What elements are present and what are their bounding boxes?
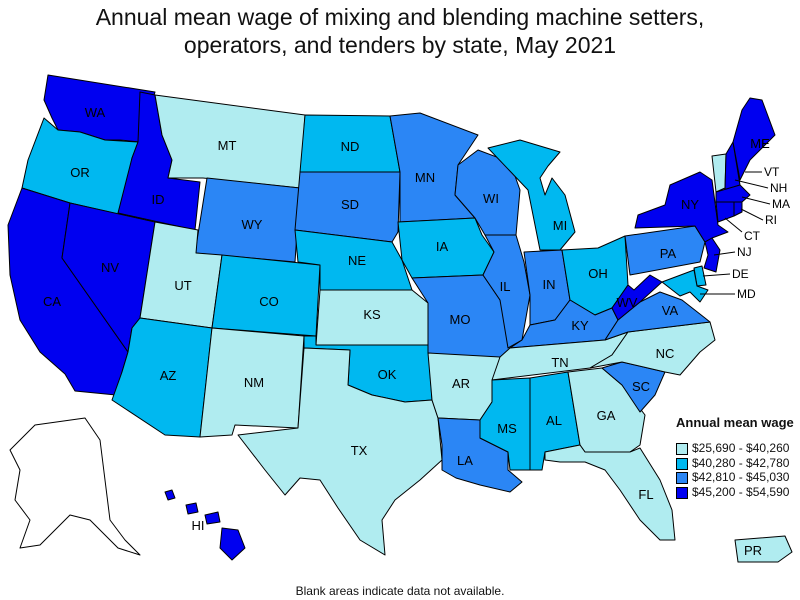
- label-CO: CO: [259, 294, 279, 309]
- label-TN: TN: [551, 355, 568, 370]
- legend-label: $45,200 - $54,590: [692, 485, 790, 499]
- state-VT[interactable]: [711, 153, 727, 193]
- label-IA: IA: [436, 239, 449, 254]
- state-SD[interactable]: [294, 171, 401, 243]
- map-title-line-1: Annual mean wage of mixing and blending …: [95, 4, 705, 30]
- label-AL: AL: [546, 413, 562, 428]
- label-OH: OH: [588, 266, 608, 281]
- label-NH: NH: [770, 181, 787, 195]
- label-WY: WY: [242, 217, 263, 232]
- label-LA: LA: [457, 453, 473, 468]
- label-HI: HI: [192, 518, 205, 533]
- label-leader-lines: [700, 171, 771, 295]
- state-AK[interactable]: [9, 417, 141, 556]
- label-WA: WA: [85, 105, 106, 120]
- state-NY[interactable]: [634, 171, 729, 243]
- map-title-line-2: operators, and tenders by state, May 202…: [183, 32, 617, 58]
- label-MN: MN: [415, 170, 435, 185]
- label-WI: WI: [483, 191, 499, 206]
- legend-item: $25,690 - $40,260: [676, 441, 789, 455]
- state-HI[interactable]: [164, 489, 246, 561]
- state-PA[interactable]: [624, 225, 706, 276]
- state-MD[interactable]: [661, 269, 709, 303]
- label-KY: KY: [571, 318, 589, 333]
- label-MD: MD: [737, 287, 756, 301]
- label-NY: NY: [681, 197, 699, 212]
- label-NC: NC: [656, 346, 675, 361]
- label-OR: OR: [70, 165, 90, 180]
- label-RI: RI: [765, 213, 777, 227]
- label-AR: AR: [452, 376, 470, 391]
- label-KS: KS: [363, 307, 381, 322]
- label-IN: IN: [543, 277, 556, 292]
- label-NE: NE: [348, 253, 366, 268]
- legend-swatch-bin-1: [676, 442, 688, 455]
- label-FL: FL: [638, 487, 653, 502]
- legend-swatch-bin-2: [676, 457, 688, 470]
- label-SC: SC: [632, 379, 650, 394]
- label-VA: VA: [662, 303, 679, 318]
- label-AZ: AZ: [160, 368, 177, 383]
- legend-title: Annual mean wage: [676, 415, 794, 430]
- label-OK: OK: [378, 367, 397, 382]
- state-PR[interactable]: [734, 535, 793, 563]
- legend-label: $40,280 - $42,780: [692, 456, 790, 470]
- state-FL[interactable]: [544, 444, 676, 541]
- label-MI: MI: [553, 218, 567, 233]
- legend-label: $25,690 - $40,260: [692, 441, 790, 455]
- state-MI[interactable]: [487, 139, 576, 251]
- label-MA: MA: [772, 197, 790, 211]
- label-PR: PR: [744, 543, 762, 558]
- label-ND: ND: [341, 139, 360, 154]
- label-UT: UT: [174, 278, 191, 293]
- label-MS: MS: [497, 421, 517, 436]
- state-CT[interactable]: [715, 201, 735, 223]
- state-NJ[interactable]: [703, 237, 721, 273]
- state-WV[interactable]: [611, 274, 663, 321]
- label-TX: TX: [351, 443, 368, 458]
- legend-item: $40,280 - $42,780: [676, 456, 789, 470]
- label-ID: ID: [152, 192, 165, 207]
- label-IL: IL: [500, 279, 511, 294]
- state-labels: WA OR CA NV ID MT WY UT AZ CO NM ND SD N…: [43, 105, 790, 558]
- label-GA: GA: [597, 408, 616, 423]
- label-MO: MO: [450, 312, 471, 327]
- label-CT: CT: [744, 229, 761, 243]
- legend-swatch-bin-3: [676, 471, 688, 484]
- state-TX[interactable]: [237, 347, 443, 556]
- state-RI[interactable]: [733, 201, 743, 217]
- label-MT: MT: [218, 138, 237, 153]
- label-DE: DE: [732, 267, 749, 281]
- label-ME: ME: [750, 136, 770, 151]
- label-SD: SD: [341, 197, 359, 212]
- label-NV: NV: [101, 260, 119, 275]
- label-WV: WV: [617, 295, 638, 310]
- state-IL[interactable]: [482, 234, 531, 349]
- label-PA: PA: [660, 246, 677, 261]
- footnote: Blank areas indicate data not available.: [295, 584, 505, 598]
- state-ME[interactable]: [732, 97, 776, 181]
- label-NJ: NJ: [737, 245, 752, 259]
- legend-swatch-bin-4: [676, 486, 688, 499]
- legend-label: $42,810 - $45,030: [692, 470, 790, 484]
- label-VT: VT: [764, 165, 780, 179]
- label-CA: CA: [43, 294, 61, 309]
- label-NM: NM: [244, 375, 264, 390]
- legend-item: $45,200 - $54,590: [676, 485, 789, 499]
- legend-item: $42,810 - $45,030: [676, 470, 789, 484]
